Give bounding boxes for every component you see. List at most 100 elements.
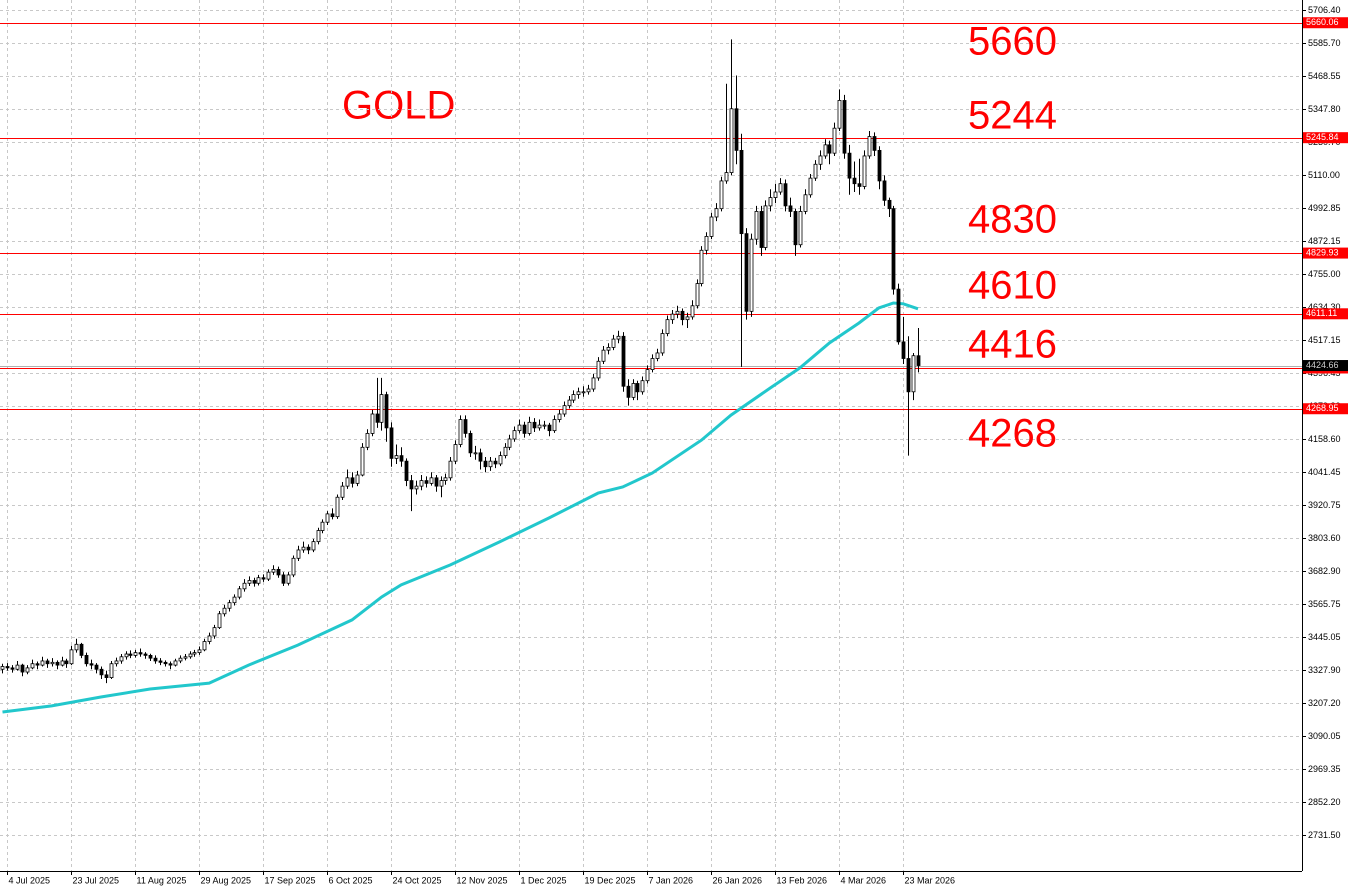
candle-body [188,653,193,658]
candle-body [754,211,759,240]
candle-body [414,485,419,490]
candle-body [311,541,316,551]
candle-body [576,391,581,395]
candle-body [916,355,921,366]
candle-body [547,424,552,432]
candle-body [64,660,69,665]
candle-body [670,313,675,321]
y-tick-label: 5347.80 [1308,104,1341,114]
level-annotation: 4610 [968,264,1057,308]
candle-body [291,557,296,576]
candle-body [443,477,448,481]
candle-body [562,405,567,415]
y-tick-label: 5468.55 [1308,71,1341,81]
candle-body [665,319,670,334]
candle-body [749,238,754,312]
candle-body [429,477,434,484]
candle-body [384,394,389,429]
candle-body [699,249,704,284]
candle-body [119,656,124,662]
candle-body [896,288,901,343]
candle-body [768,197,773,207]
candle-body [808,177,813,196]
level-tag-label: 5660.06 [1306,17,1339,27]
x-tick-label: 29 Aug 2025 [201,875,252,885]
candle-body [690,305,695,318]
candle-body [631,383,636,398]
candle-body [778,183,783,193]
candle-body [286,574,291,584]
candle-body [512,430,517,440]
candle-body [394,455,399,459]
candle-body [611,338,616,348]
candle-body [439,480,444,487]
candle-body [409,480,414,490]
candle-body [94,664,99,670]
candle-body [586,388,591,393]
y-tick-label: 4992.85 [1308,203,1341,213]
candle-body [793,211,798,246]
candle-body [419,480,424,487]
candle-body [842,100,847,154]
candle-body [168,663,173,666]
y-tick-label: 3207.20 [1308,698,1341,708]
candle-body [591,377,596,390]
candle-body [695,283,700,307]
x-tick-label: 6 Oct 2025 [329,875,373,885]
candle-body [493,460,498,465]
candle-body [473,452,478,455]
x-tick-label: 11 Aug 2025 [137,875,187,885]
candle-body [183,656,188,659]
candle-body [468,433,473,454]
y-tick-label: 3682.90 [1308,566,1341,576]
candle-body [237,588,242,598]
candle-body [148,655,153,659]
candle-body [640,380,645,393]
candle-body [522,424,527,434]
candle-body [655,352,660,359]
candle-body [458,419,463,445]
candle-body [827,144,832,154]
candle-body [857,183,862,187]
candle-body [724,172,729,182]
candle-body [242,582,247,590]
candle-body [252,580,257,584]
candle-body [320,521,325,531]
candle-body [345,477,350,487]
chart-title: GOLD [342,84,455,128]
candle-body [55,661,60,666]
candle-body [360,446,365,476]
candle-body [503,446,508,457]
x-tick-label: 4 Mar 2026 [841,875,887,885]
level-annotation: 4416 [968,323,1057,367]
candle-body [40,660,45,666]
candle-body [266,571,271,580]
candle-body [163,661,168,665]
candle-body [891,208,896,290]
level-annotation: 5660 [968,20,1057,64]
candle-body [527,421,532,434]
candle-body [581,391,586,394]
candle-body [158,660,163,663]
candle-body [79,643,84,656]
candle-body [759,211,764,248]
candle-body [99,668,104,676]
candle-body [448,460,453,479]
candle-body [45,660,50,665]
candle-body [601,349,606,362]
candle-body [128,653,133,656]
candle-body [325,513,330,523]
candle-body [256,577,261,584]
candle-body [872,136,877,151]
candle-body [350,477,355,484]
candle-body [818,155,823,165]
candle-body [153,657,158,662]
x-tick-label: 4 Jul 2025 [9,875,51,885]
candle-body [542,424,547,427]
candle-body [803,194,808,212]
candle-body [837,100,842,129]
candle-body [852,177,857,185]
candle-body [823,144,828,157]
